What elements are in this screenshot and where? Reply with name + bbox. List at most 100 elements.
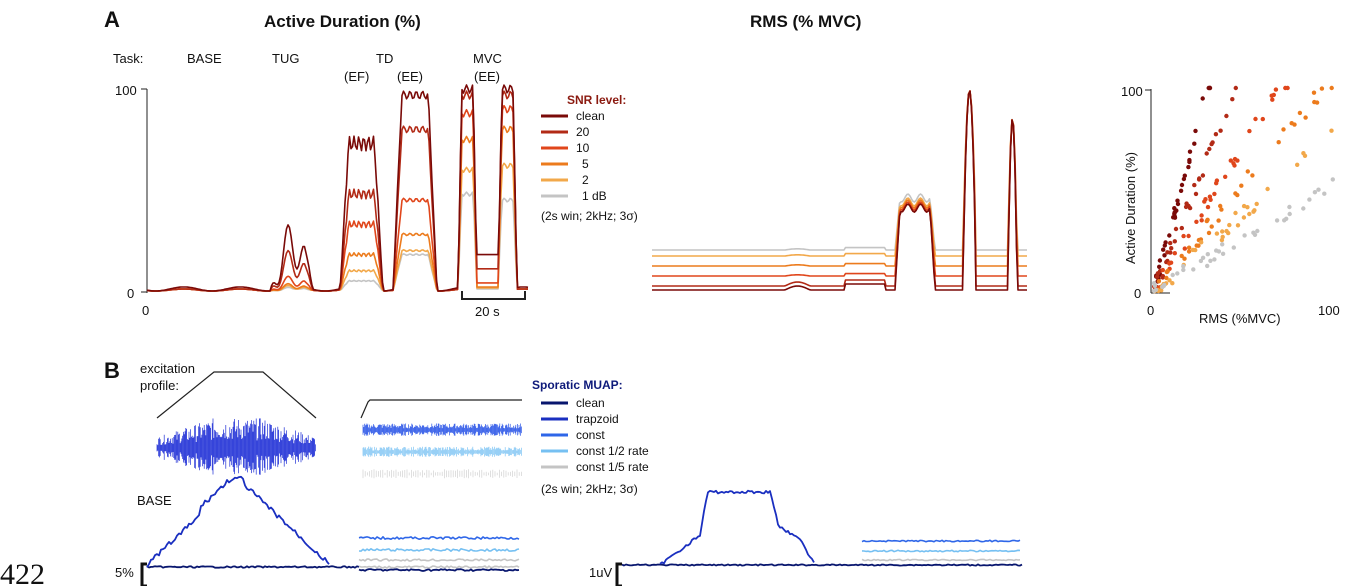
scatter-point bbox=[1182, 246, 1188, 251]
scatter-point bbox=[1311, 90, 1317, 95]
scatter-point bbox=[1319, 86, 1325, 91]
scatter-point bbox=[1160, 284, 1165, 290]
scatter-point bbox=[1252, 232, 1258, 237]
scatter-point bbox=[1214, 248, 1219, 253]
raw-trapezoid-signal bbox=[156, 418, 316, 475]
rms-series-line bbox=[652, 90, 1027, 257]
b-rms-const-line bbox=[861, 539, 1021, 543]
scatter-point bbox=[1281, 127, 1286, 132]
scatter-point bbox=[1167, 261, 1172, 266]
scatter-point bbox=[1200, 173, 1206, 178]
scatter-point bbox=[1260, 116, 1266, 122]
scatter-point bbox=[1157, 258, 1163, 263]
ad-series-line bbox=[146, 162, 528, 292]
scatter-point bbox=[1194, 243, 1199, 248]
scatter-point bbox=[1312, 99, 1317, 105]
scale-left-bracket bbox=[140, 562, 147, 586]
scatter-point bbox=[1219, 237, 1225, 243]
scatter-point bbox=[1210, 140, 1215, 145]
scatter-point bbox=[1312, 190, 1318, 195]
task-label: Task: bbox=[113, 51, 143, 66]
scatter-point bbox=[1233, 85, 1239, 91]
task-tug: TUG bbox=[272, 51, 299, 66]
b-rms-trapzoid-line bbox=[659, 489, 815, 565]
ad-y-label-100: 100 bbox=[115, 83, 137, 98]
scatter-point bbox=[1247, 128, 1252, 134]
scatter-point bbox=[1167, 278, 1172, 283]
scatter-point bbox=[1208, 258, 1213, 263]
panel-b-label: B bbox=[104, 358, 120, 383]
scatter-point bbox=[1283, 85, 1288, 91]
scatter-point bbox=[1212, 191, 1217, 197]
scatter-point bbox=[1153, 287, 1159, 293]
ad-series-line bbox=[146, 191, 528, 292]
scatter-point bbox=[1170, 272, 1175, 278]
scatter-point bbox=[1241, 203, 1247, 209]
scatter-point bbox=[1227, 222, 1232, 228]
scatter-point bbox=[1151, 281, 1157, 286]
scatter-point bbox=[1205, 252, 1211, 257]
scatter-point bbox=[1181, 267, 1186, 273]
scatter-y-label-100: 100 bbox=[1121, 84, 1143, 99]
snr-legend-title: SNR level: bbox=[567, 93, 626, 107]
muap-legend: Sporatic MUAP: clean trapzoid const cons… bbox=[532, 378, 649, 496]
rms-series-line bbox=[652, 90, 1027, 251]
raw-const-fifth-signal bbox=[362, 469, 522, 479]
scatter-point bbox=[1181, 176, 1187, 182]
scatter-point bbox=[1204, 218, 1210, 224]
scatter-point bbox=[1167, 233, 1172, 238]
scatter-y-axis-title: Active Duration (%) bbox=[1123, 152, 1138, 264]
scatter-point bbox=[1329, 85, 1334, 91]
snr-legend-label-10: 10 bbox=[576, 141, 590, 155]
scatter-point bbox=[1172, 239, 1178, 244]
scatter-point bbox=[1265, 186, 1270, 192]
task-mvc: MVC bbox=[473, 51, 502, 66]
scatter-point bbox=[1183, 204, 1189, 210]
snr-legend-label-1db: 1 dB bbox=[582, 189, 607, 203]
scatter-point bbox=[1284, 216, 1289, 221]
scatter-point bbox=[1205, 263, 1210, 269]
scatter-point bbox=[1295, 162, 1300, 167]
scatter-point bbox=[1191, 267, 1196, 272]
ad-x-label-0: 0 bbox=[142, 303, 149, 318]
scatter-point bbox=[1235, 158, 1240, 163]
scatter-point bbox=[1182, 173, 1188, 178]
task-mvc-ee: (EE) bbox=[474, 69, 500, 84]
scatter-point bbox=[1219, 207, 1224, 212]
snr-legend-label-clean: clean bbox=[576, 109, 605, 123]
scatter-point bbox=[1228, 158, 1234, 163]
base-label: BASE bbox=[137, 493, 172, 508]
scatter-point bbox=[1187, 149, 1193, 154]
task-td-ef: (EF) bbox=[344, 69, 369, 84]
scatter-point bbox=[1232, 163, 1237, 168]
b-ad-const-line bbox=[358, 535, 520, 541]
scatter-x-label-100: 100 bbox=[1318, 303, 1340, 318]
b-rms-clean-line bbox=[621, 563, 1023, 567]
scatter-point bbox=[1200, 255, 1206, 260]
scatter-point bbox=[1162, 253, 1167, 258]
scatter-point bbox=[1168, 240, 1173, 246]
b-ad-const-fifth-line bbox=[358, 558, 520, 562]
scatter-point bbox=[1287, 204, 1292, 210]
scatter-point bbox=[1212, 257, 1217, 262]
ad-series-line bbox=[146, 104, 528, 292]
scatter-point bbox=[1187, 157, 1192, 163]
scale-right-bracket bbox=[615, 562, 622, 586]
scatter-point bbox=[1204, 151, 1209, 156]
scatter-point bbox=[1172, 215, 1178, 220]
scatter-point bbox=[1271, 92, 1277, 98]
scatter-point bbox=[1186, 233, 1191, 239]
scatter-point bbox=[1289, 121, 1294, 126]
scatter-point bbox=[1164, 275, 1169, 281]
scatter-point bbox=[1274, 218, 1280, 223]
scatter-point bbox=[1247, 211, 1252, 217]
scatter-point bbox=[1206, 230, 1212, 236]
task-td-ee: (EE) bbox=[397, 69, 423, 84]
scatter-point bbox=[1160, 275, 1165, 280]
scatter-point bbox=[1193, 191, 1199, 197]
scatter-point bbox=[1276, 140, 1281, 145]
ad-series-line bbox=[146, 125, 528, 292]
muap-legend-label-const-half: const 1/2 rate bbox=[576, 444, 649, 458]
scatter-point bbox=[1175, 201, 1181, 207]
